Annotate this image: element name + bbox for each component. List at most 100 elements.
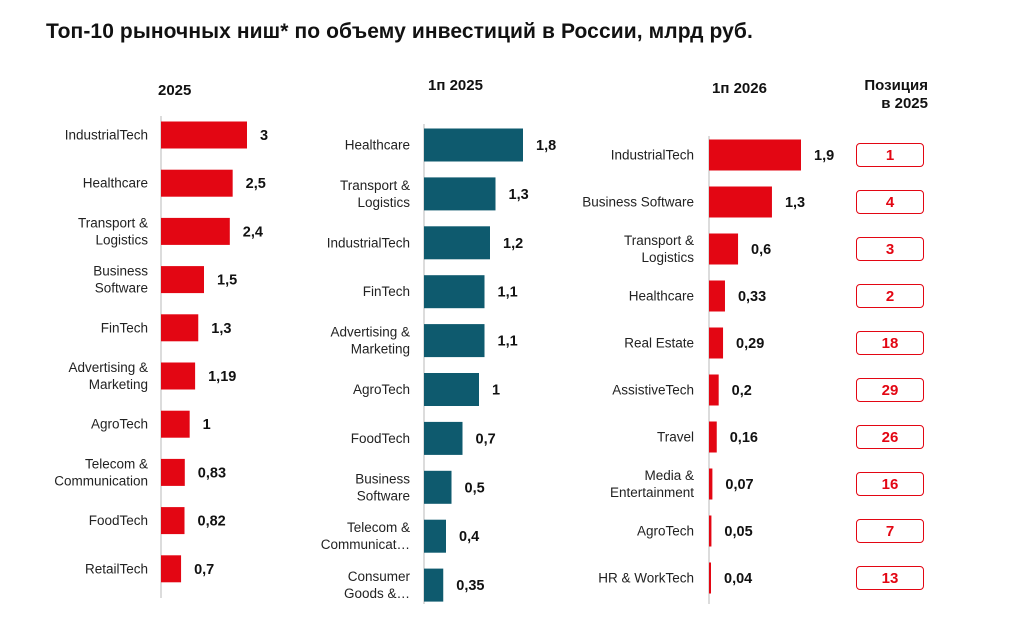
value-label-2025-7: 1 [203,417,211,433]
category-label-line: Travel [657,430,694,445]
category-label-2025-10: RetailTech [85,561,148,576]
value-label-h1-2026-8: 0,07 [725,477,753,493]
panel-h1-2026: 1,9 IndustrialTech 1,3 Business Software 0,6… [582,136,834,604]
category-label-h1-2026-1: IndustrialTech [611,148,694,163]
value-label-h1-2026-6: 0,2 [732,383,752,399]
value-label-2025-6: 1,19 [208,369,236,385]
value-label-h1-2025-10: 0,35 [456,578,484,594]
panel-title-2025: 2025 [158,82,192,99]
category-label-line: Transport & [624,233,694,248]
category-label-h1-2025-8: Business Software [355,471,410,503]
value-label-h1-2025-8: 0,5 [465,480,485,496]
position-badge-2: 4 [856,190,924,214]
category-label-h1-2026-8: Media & Entertainment [610,468,694,500]
category-label-line: Business [355,471,410,486]
category-label-h1-2025-6: AgroTech [353,382,410,397]
category-label-h1-2025-2: Transport & Logistics [340,178,410,210]
position-badge-3: 3 [856,237,924,261]
category-label-h1-2025-1: Healthcare [345,138,410,153]
category-label-line: AgroTech [91,417,148,432]
value-label-h1-2025-6: 1 [492,383,500,399]
bar-2025-5 [161,314,199,342]
bar-h1-2026-3 [709,233,739,265]
value-label-h1-2026-9: 0,05 [724,524,752,540]
category-label-2025-7: AgroTech [91,417,148,432]
value-label-h1-2026-5: 0,29 [736,336,764,352]
category-label-line: AgroTech [353,382,410,397]
category-label-line: Marketing [351,342,410,357]
category-label-line: Entertainment [610,485,694,500]
category-label-line: AgroTech [637,524,694,539]
bar-2025-10 [161,555,182,583]
category-label-line: Transport & [340,178,410,193]
bar-2025-6 [161,362,196,390]
category-label-line: Advertising & [68,360,148,375]
bar-h1-2025-7 [424,421,463,455]
category-label-h1-2025-3: IndustrialTech [327,235,410,250]
category-label-line: Logistics [95,232,148,247]
category-label-2025-1: IndustrialTech [65,128,148,143]
positions-header: Позиция в 2025 [838,77,928,113]
bar-2025-8 [161,458,185,486]
category-label-line: Transport & [78,215,148,230]
bar-2025-3 [161,217,230,245]
category-label-line: Logistics [357,195,410,210]
bar-h1-2026-4 [709,280,725,312]
category-label-h1-2026-10: HR & WorkTech [598,571,694,586]
category-label-2025-2: Healthcare [83,176,148,191]
category-label-line: FinTech [101,320,148,335]
bar-h1-2025-8 [424,470,452,504]
value-label-2025-8: 0,83 [198,465,226,481]
position-badge-9: 7 [856,519,924,543]
value-label-h1-2025-7: 0,7 [476,431,496,447]
category-label-line: RetailTech [85,561,148,576]
value-label-2025-2: 2,5 [246,176,266,192]
bar-h1-2025-6 [424,373,479,406]
value-label-h1-2026-7: 0,16 [730,430,758,446]
category-label-2025-3: Transport & Logistics [78,215,148,247]
bar-h1-2025-5 [424,324,485,358]
category-label-line: FinTech [363,284,410,299]
bar-h1-2026-7 [709,421,717,453]
category-label-line: Goods &… [344,586,410,601]
bar-h1-2026-6 [709,374,719,406]
category-label-line: FoodTech [351,431,410,446]
category-label-line: Software [95,281,148,296]
position-badge-7: 26 [856,425,924,449]
position-badge-6: 29 [856,378,924,402]
bar-h1-2025-3 [424,226,490,260]
bar-h1-2026-2 [709,186,772,218]
value-label-2025-1: 3 [260,128,268,144]
category-label-h1-2026-5: Real Estate [624,336,694,351]
category-label-h1-2025-5: Advertising & Marketing [330,325,410,357]
bar-2025-1 [161,121,247,149]
bar-h1-2025-9 [424,519,446,553]
category-label-line: FoodTech [89,513,148,528]
value-label-h1-2025-4: 1,1 [498,285,518,301]
value-label-h1-2026-3: 0,6 [751,242,771,258]
category-label-line: Healthcare [345,138,410,153]
category-label-line: AssistiveTech [612,383,694,398]
positions-header-line1: Позиция [864,77,928,94]
position-badge-10: 13 [856,566,924,590]
value-label-2025-3: 2,4 [243,224,263,240]
value-label-h1-2025-5: 1,1 [498,334,518,350]
bar-h1-2026-9 [709,515,712,547]
category-label-line: Software [357,488,410,503]
value-label-h1-2025-9: 0,4 [459,529,479,545]
value-label-2025-5: 1,3 [211,321,231,337]
category-label-2025-8: Telecom & Communication [54,456,148,488]
value-label-2025-10: 0,7 [194,562,214,578]
value-label-h1-2025-1: 1,8 [536,138,556,154]
category-label-line: Logistics [641,250,694,265]
bar-h1-2025-2 [424,177,496,211]
bar-h1-2026-8 [709,468,713,500]
category-label-h1-2026-2: Business Software [582,195,694,210]
bar-h1-2025-4 [424,275,485,309]
position-badge-1: 1 [856,143,924,167]
position-badge-8: 16 [856,472,924,496]
bar-h1-2026-5 [709,327,724,359]
value-label-h1-2025-2: 1,3 [509,187,529,203]
category-label-line: Communication [54,473,148,488]
